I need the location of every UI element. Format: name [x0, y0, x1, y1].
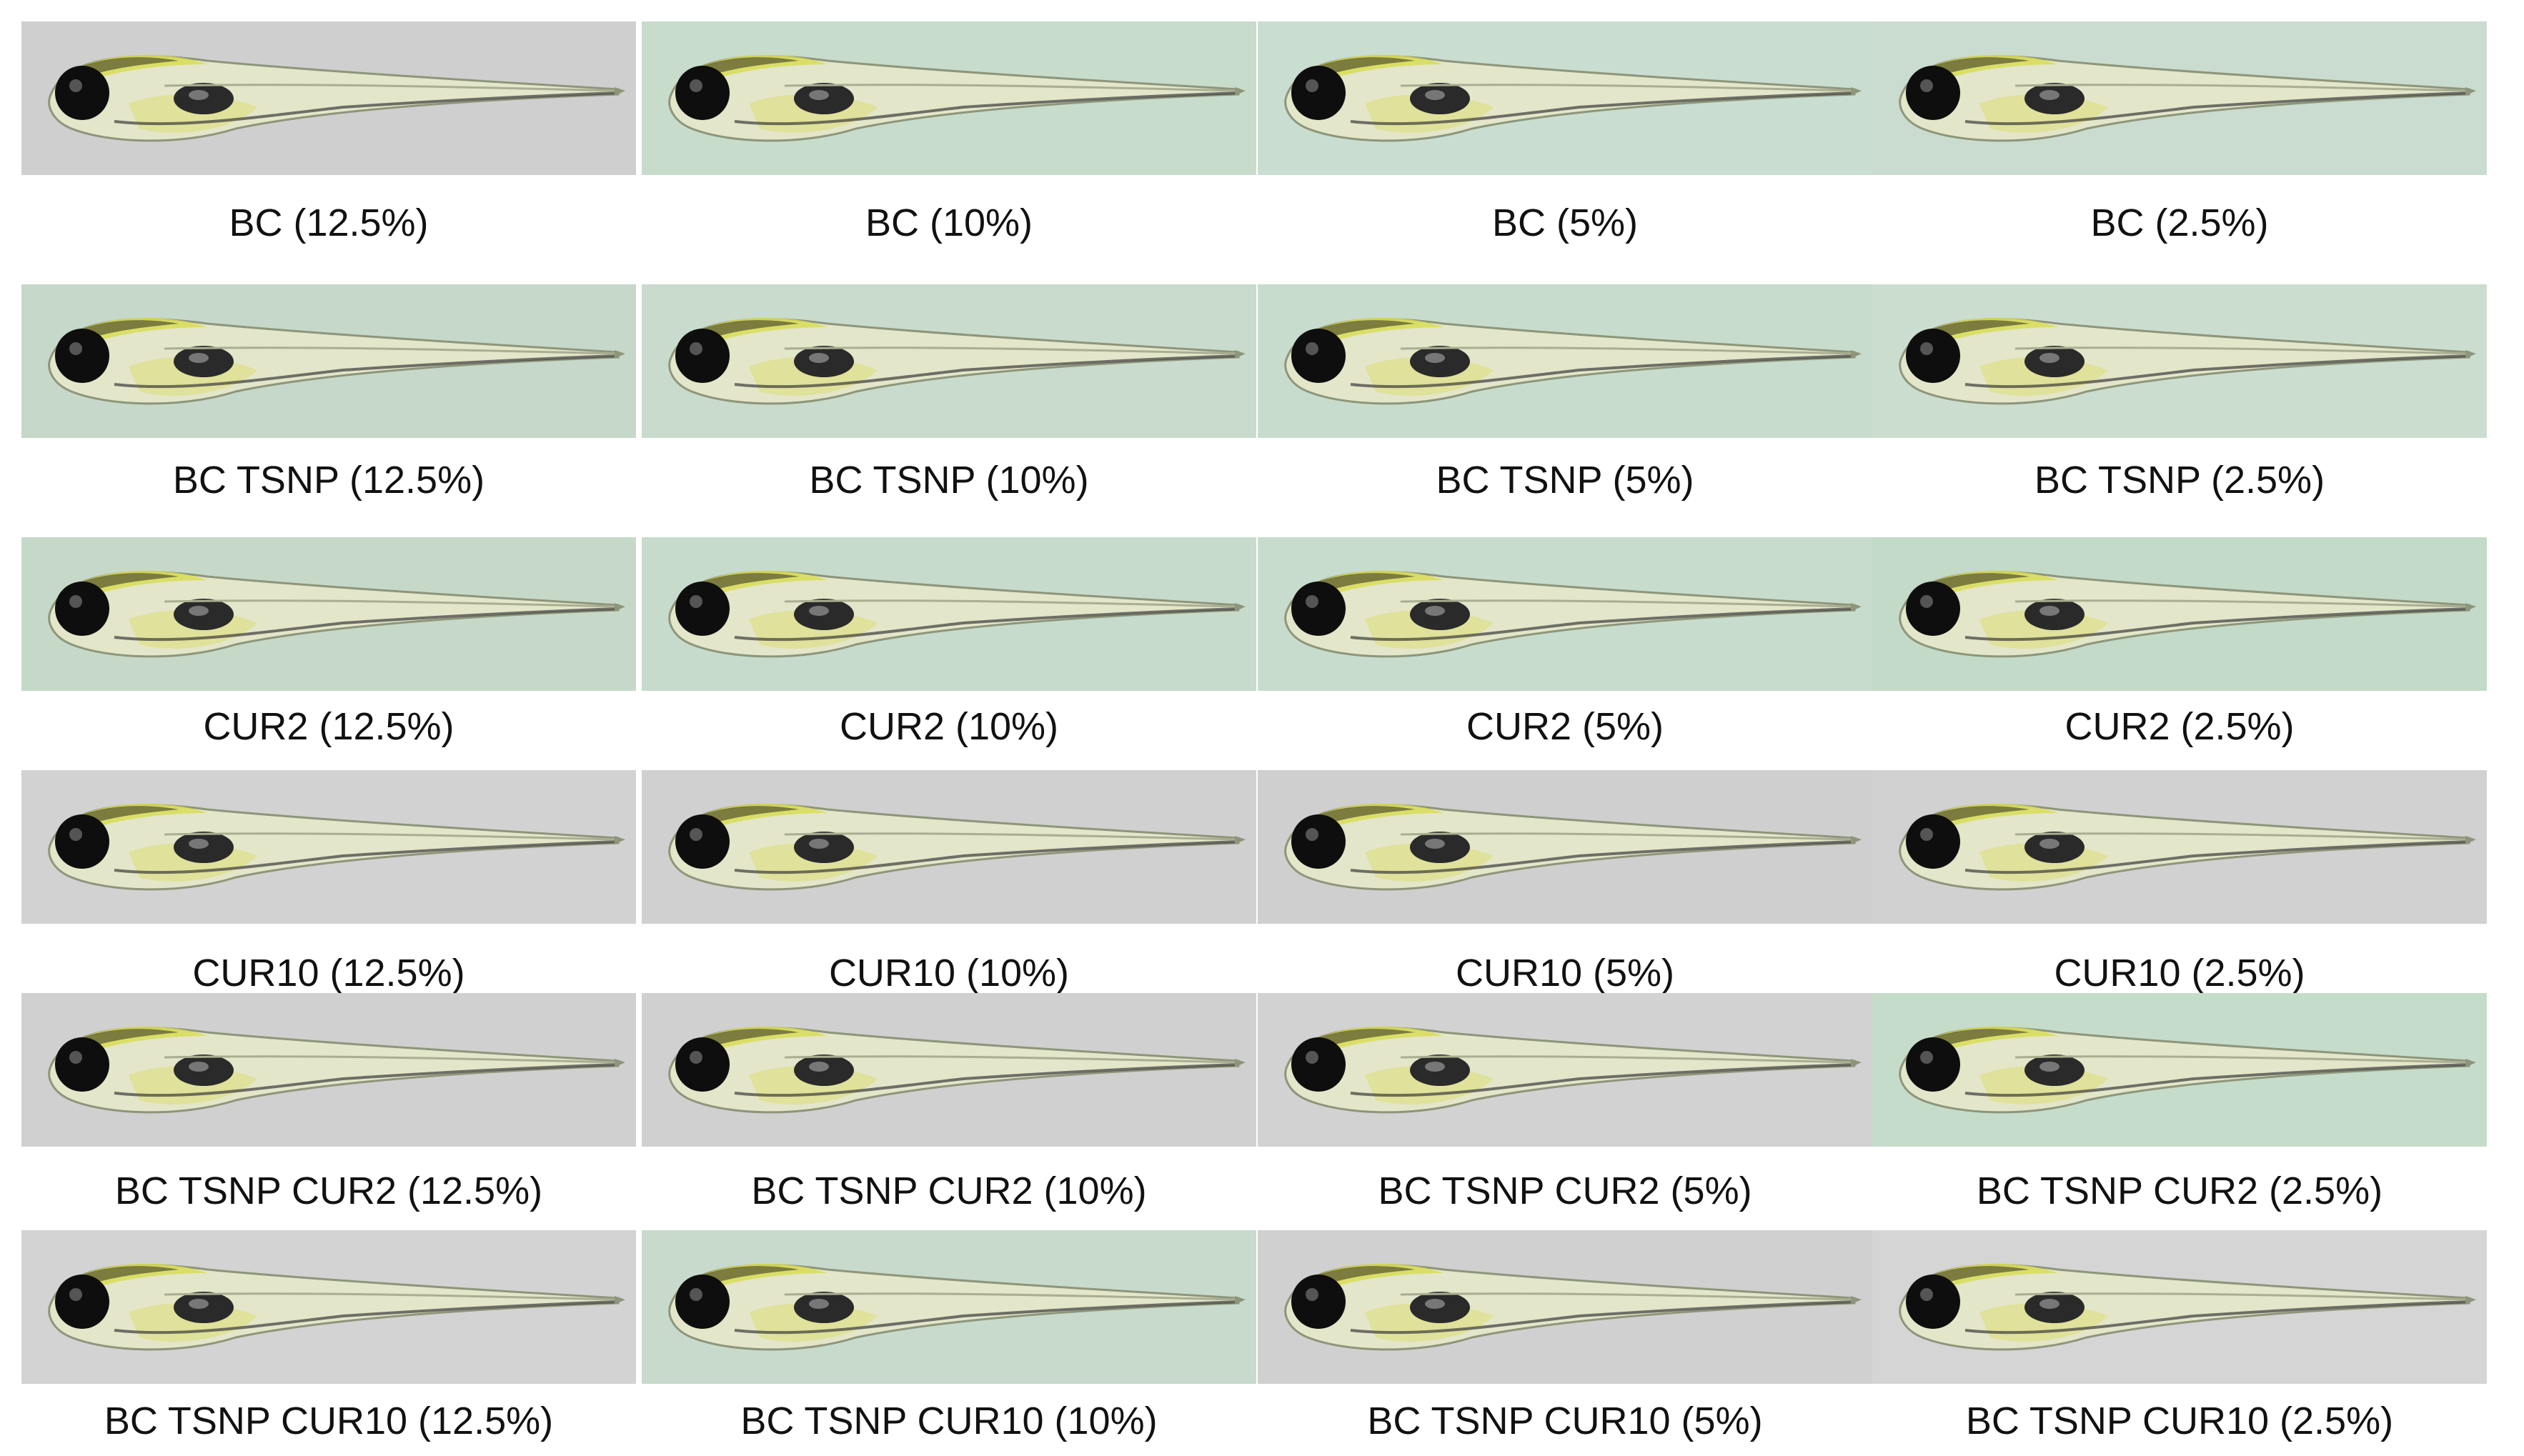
larva-micrograph: [1258, 21, 1872, 175]
larva-micrograph: [21, 537, 636, 691]
panel-caption: BC TSNP CUR2 (5%): [1378, 1170, 1752, 1212]
larva-micrograph: [21, 1230, 636, 1384]
larva-micrograph: [642, 993, 1256, 1147]
panel-caption: BC TSNP CUR10 (10%): [740, 1400, 1158, 1442]
larva-micrograph: [1258, 284, 1872, 438]
larva-micrograph: [1872, 770, 2487, 924]
panel-caption: BC TSNP CUR2 (12.5%): [114, 1170, 543, 1212]
panel-caption: CUR10 (5%): [1455, 952, 1675, 994]
panel-caption: CUR2 (5%): [1466, 705, 1664, 748]
panel-caption: CUR2 (2.5%): [2065, 705, 2295, 748]
panel-caption: CUR10 (12.5%): [192, 952, 465, 994]
panel-caption: BC (10%): [865, 201, 1033, 244]
larva-micrograph: [642, 21, 1256, 175]
panel-caption: BC TSNP CUR10 (12.5%): [104, 1400, 554, 1442]
larva-micrograph: [642, 537, 1256, 691]
larva-micrograph: [21, 284, 636, 438]
panel-caption: CUR10 (2.5%): [2054, 952, 2305, 994]
larva-micrograph: [1258, 993, 1872, 1147]
larva-micrograph: [642, 284, 1256, 438]
panel-caption: BC (5%): [1491, 201, 1639, 244]
panel-caption: BC (2.5%): [2090, 201, 2269, 244]
larva-micrograph: [21, 993, 636, 1147]
larva-micrograph: [1872, 993, 2487, 1147]
panel-caption: BC TSNP CUR2 (10%): [751, 1170, 1147, 1212]
larva-micrograph: [1872, 537, 2487, 691]
panel-caption: BC TSNP CUR10 (5%): [1367, 1400, 1763, 1442]
panel-caption: BC TSNP (5%): [1436, 459, 1694, 502]
larva-micrograph: [21, 770, 636, 924]
panel-caption: CUR10 (10%): [828, 952, 1070, 994]
panel-caption: BC TSNP CUR10 (2.5%): [1965, 1400, 2394, 1442]
larva-micrograph: [21, 21, 636, 175]
larva-micrograph: [1258, 770, 1872, 924]
larva-micrograph: [1258, 537, 1872, 691]
larva-micrograph: [1872, 1230, 2487, 1384]
panel-caption: BC TSNP CUR2 (2.5%): [1976, 1170, 2383, 1212]
larva-micrograph: [1872, 21, 2487, 175]
panel-caption: BC (12.5%): [229, 201, 429, 244]
panel-caption: CUR2 (12.5%): [203, 705, 454, 748]
larva-micrograph: [642, 1230, 1256, 1384]
larva-micrograph: [1872, 284, 2487, 438]
larva-micrograph: [1258, 1230, 1872, 1384]
panel-caption: CUR2 (10%): [839, 705, 1059, 748]
panel-caption: BC TSNP (10%): [809, 459, 1089, 502]
panel-caption: BC TSNP (2.5%): [2034, 459, 2325, 502]
larva-micrograph: [642, 770, 1256, 924]
panel-caption: BC TSNP (12.5%): [172, 459, 485, 502]
